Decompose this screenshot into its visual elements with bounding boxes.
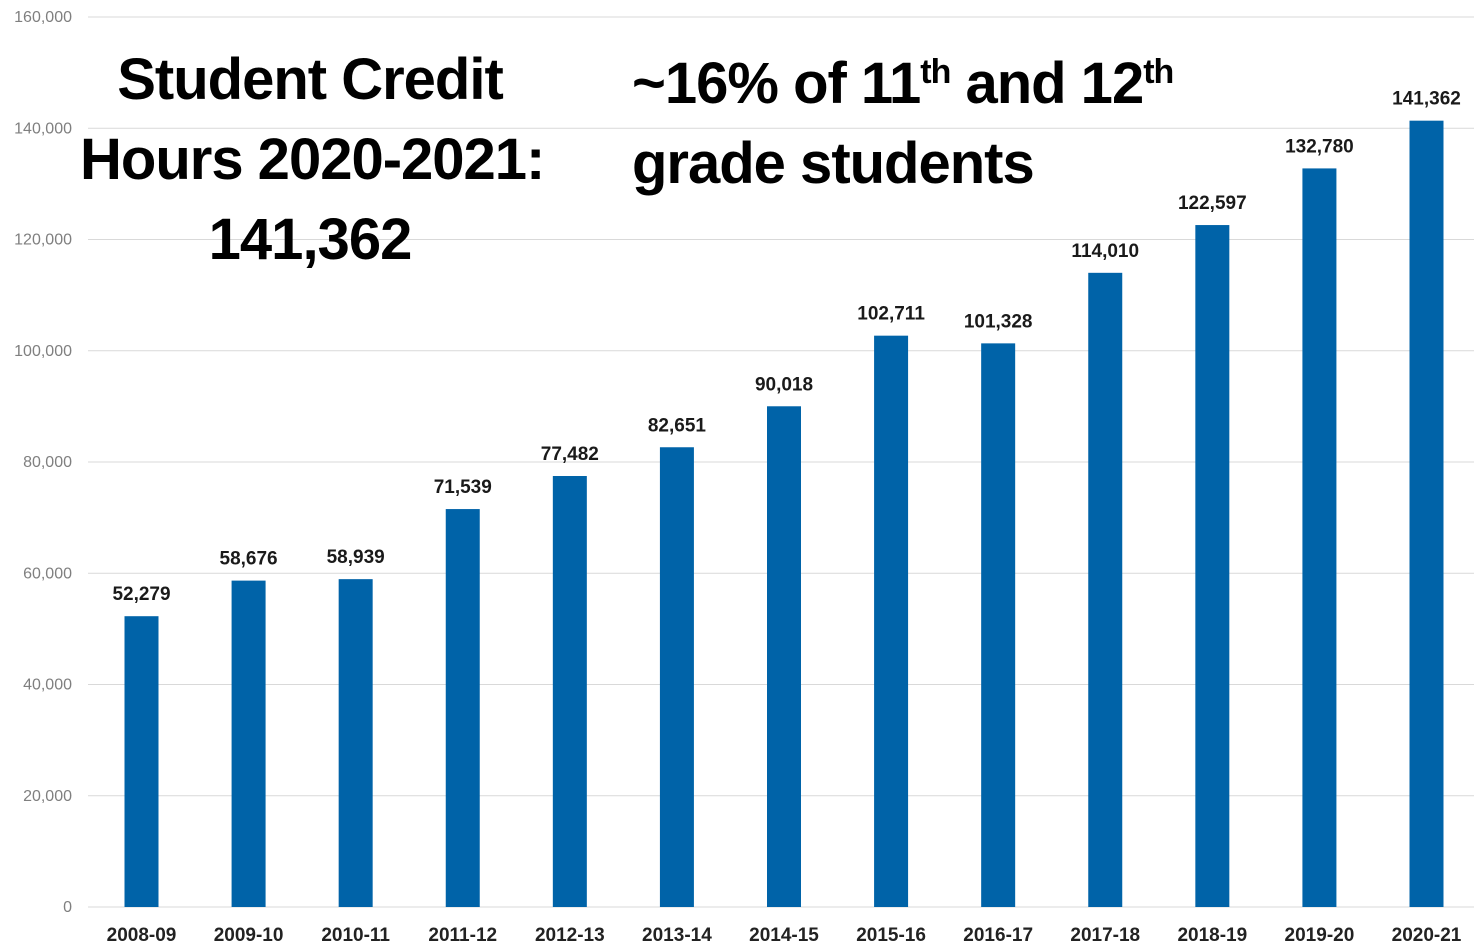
bar — [338, 579, 373, 907]
x-tick-label: 2020-21 — [1392, 925, 1462, 946]
headline-left-line-1: Student Credit — [117, 47, 504, 112]
data-labels: 52,279 58,676 58,939 71,539 77,482 82,651 90,0… — [112, 89, 1460, 606]
headline-right-text-b: and 12 — [950, 51, 1144, 116]
data-label: 90,018 — [755, 374, 813, 395]
bar — [552, 476, 587, 907]
ordinal-suffix-12: th — [1143, 53, 1174, 91]
y-tick-label: 100,000 — [14, 343, 72, 360]
bar — [1302, 168, 1337, 907]
headline-right-line-2: grade students — [632, 131, 1035, 196]
bar — [981, 343, 1016, 907]
y-tick-label: 0 — [63, 899, 72, 916]
y-tick-label: 120,000 — [14, 232, 72, 249]
headline-student-share: ~16% of 11th and 12th grade students — [632, 44, 1192, 204]
x-tick-label: 2013-14 — [642, 925, 712, 946]
data-label: 58,676 — [220, 549, 278, 570]
x-tick-label: 2010-11 — [321, 925, 390, 946]
bar — [874, 335, 909, 908]
bar — [445, 509, 480, 907]
y-tick-label: 140,000 — [14, 120, 72, 137]
data-label: 77,482 — [541, 444, 599, 465]
data-label: 132,780 — [1285, 136, 1354, 157]
x-tick-label: 2017-18 — [1070, 925, 1140, 946]
y-tick-label: 80,000 — [23, 454, 72, 471]
data-label: 141,362 — [1392, 89, 1461, 110]
headline-left-line-2: Hours 2020-2021: — [80, 127, 545, 192]
ordinal-suffix-11: th — [920, 53, 951, 91]
bar — [231, 580, 266, 907]
headline-left-line-3: 141,362 — [208, 207, 413, 272]
bar — [1409, 120, 1444, 907]
x-tick-label: 2012-13 — [535, 925, 605, 946]
x-tick-label: 2008-09 — [107, 925, 177, 946]
y-tick-label: 160,000 — [14, 9, 72, 26]
headline-right-text-a: ~16% of 11 — [632, 51, 921, 116]
x-tick-label: 2019-20 — [1285, 925, 1355, 946]
data-label: 102,711 — [857, 304, 925, 325]
data-label: 82,651 — [648, 415, 707, 436]
bar — [767, 406, 801, 907]
x-tick-label: 2016-17 — [963, 925, 1033, 946]
bar — [124, 616, 159, 907]
data-label: 52,279 — [112, 584, 170, 605]
bars — [124, 120, 1444, 908]
data-label: 71,539 — [434, 477, 492, 498]
y-tick-label: 40,000 — [23, 677, 72, 694]
y-axis-tick-labels: 0 20,000 40,000 60,000 80,000 100,000 120,000 1… — [14, 9, 72, 916]
data-label: 101,328 — [964, 311, 1033, 332]
x-axis-tick-labels: 2008-09 2009-10 2010-11 2011-12 2012-13 2013-… — [107, 925, 1462, 946]
x-tick-label: 2018-19 — [1177, 925, 1247, 946]
bar — [1195, 225, 1230, 907]
y-tick-label: 20,000 — [23, 788, 72, 805]
headline-credit-hours: Student Credit Hours 2020-2021: 141,362 — [80, 40, 545, 280]
y-tick-label: 60,000 — [23, 565, 72, 582]
headline-right-line-1: ~16% of 11th and 12th — [632, 44, 1192, 124]
x-tick-label: 2009-10 — [214, 925, 284, 946]
x-tick-label: 2011-12 — [428, 925, 497, 946]
bar — [1088, 272, 1123, 908]
data-label: 58,939 — [327, 547, 385, 568]
x-tick-label: 2015-16 — [856, 925, 926, 946]
data-label: 122,597 — [1178, 193, 1247, 214]
bar — [659, 447, 694, 907]
data-label: 114,010 — [1071, 241, 1139, 262]
x-tick-label: 2014-15 — [749, 925, 819, 946]
